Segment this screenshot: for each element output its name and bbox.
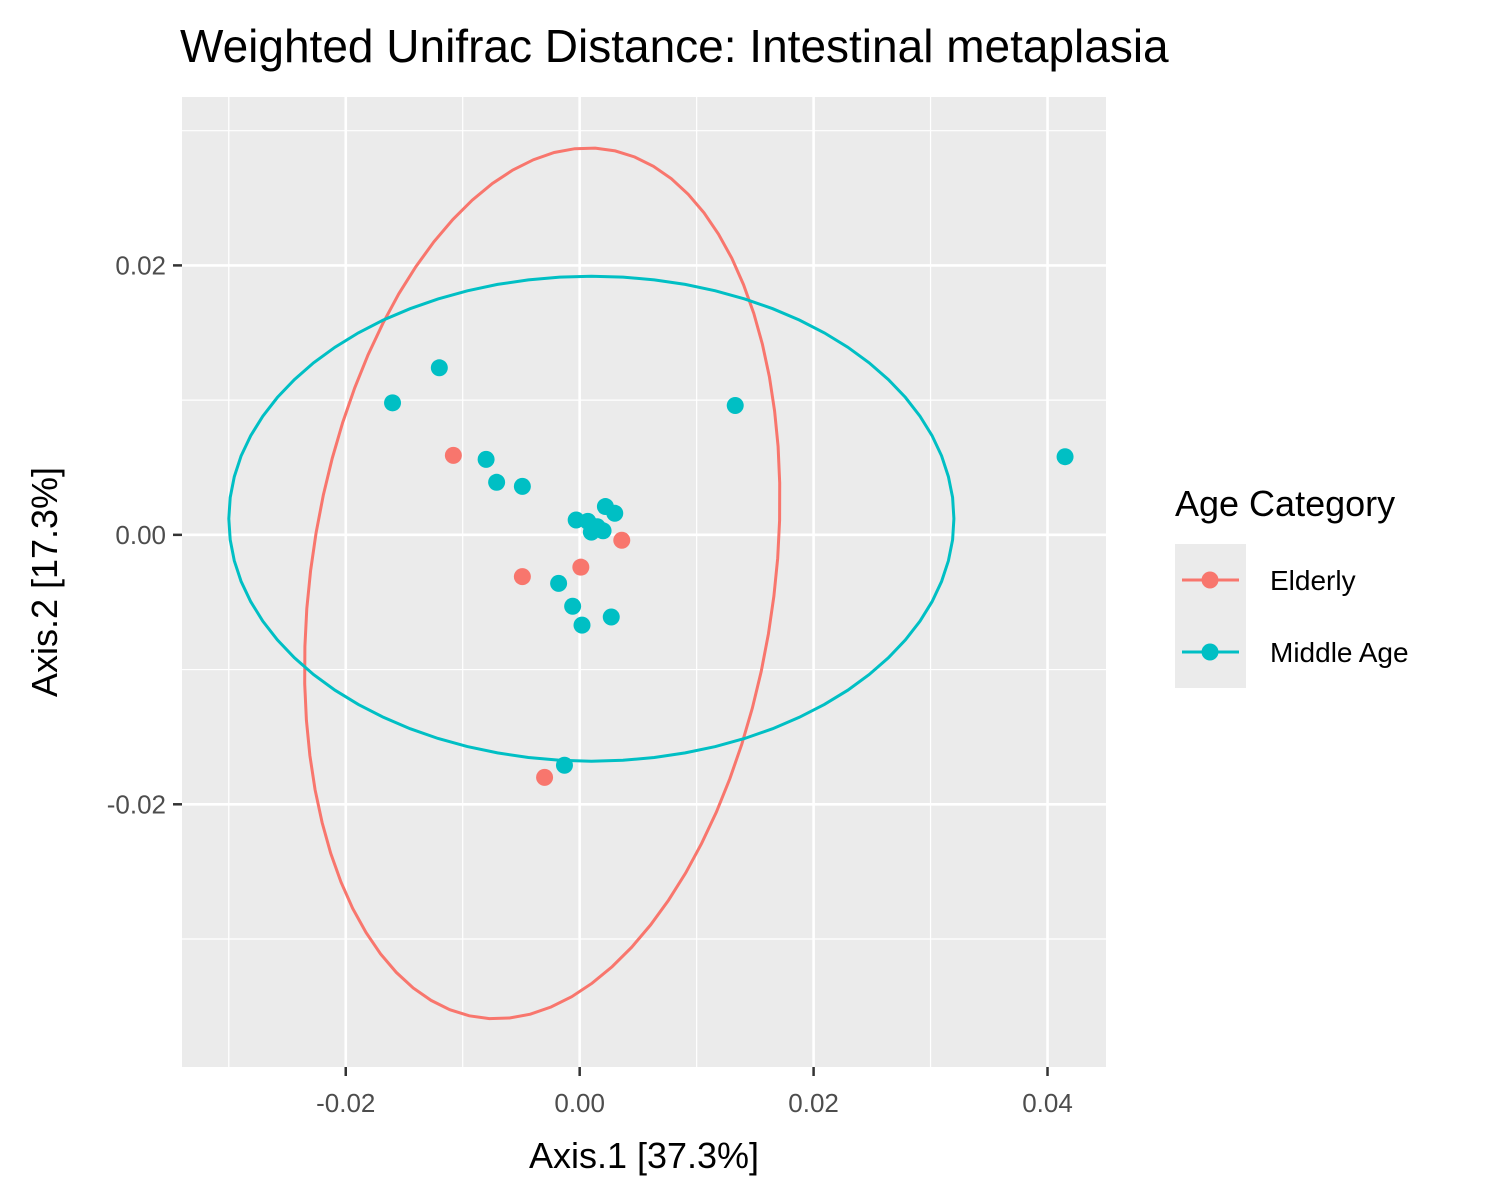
x-tick-label: 0.00 (554, 1088, 605, 1118)
ellipse-series-0 (303, 146, 782, 1021)
legend-title: Age Category (1175, 483, 1395, 524)
legend-key-background (1175, 544, 1246, 688)
points (384, 359, 1074, 786)
legend-label: Middle Age (1270, 637, 1409, 668)
data-point-series-1 (594, 522, 612, 540)
data-point-series-1 (477, 450, 495, 468)
data-point-series-1 (430, 359, 448, 377)
data-point-series-1 (726, 397, 744, 415)
data-point-series-0 (513, 568, 531, 586)
data-point-series-1 (1056, 448, 1074, 466)
legend: Age Category Elderly Middle Age (1175, 483, 1409, 688)
plot-panel (182, 97, 1106, 1067)
x-tick-label: 0.02 (788, 1088, 839, 1118)
y-axis-title: Axis.2 [17.3%] (24, 467, 65, 697)
x-axis-title: Axis.1 [37.3%] (529, 1135, 759, 1176)
legend-label: Elderly (1270, 565, 1356, 596)
data-point-series-0 (572, 558, 590, 576)
x-tick-label: 0.04 (1022, 1088, 1073, 1118)
data-point-series-1 (550, 574, 568, 592)
data-point-series-0 (444, 446, 462, 464)
ellipses (227, 146, 956, 1021)
grid-minor (182, 97, 1106, 1067)
data-point-series-1 (573, 616, 591, 634)
data-point-series-1 (384, 394, 402, 412)
data-point-series-1 (564, 597, 582, 615)
data-point-series-0 (613, 531, 631, 549)
data-point-series-0 (536, 768, 554, 786)
y-tick-label: 0.02 (115, 250, 166, 280)
x-axis-ticks: -0.02 0.00 0.02 0.04 (316, 1067, 1073, 1118)
data-point-series-1 (513, 477, 531, 495)
chart-title: Weighted Unifrac Distance: Intestinal me… (180, 20, 1169, 72)
y-tick-label: 0.00 (115, 520, 166, 550)
data-point-series-1 (606, 504, 624, 522)
data-point-series-1 (555, 756, 573, 774)
data-point-series-1 (602, 608, 620, 626)
ellipse-series-1 (227, 274, 956, 763)
legend-key-point (1201, 643, 1219, 661)
x-tick-label: -0.02 (316, 1088, 375, 1118)
y-axis-ticks: -0.02 0.00 0.02 (107, 250, 182, 819)
legend-key-point (1201, 571, 1219, 589)
y-tick-label: -0.02 (107, 789, 166, 819)
data-point-series-1 (488, 473, 506, 491)
